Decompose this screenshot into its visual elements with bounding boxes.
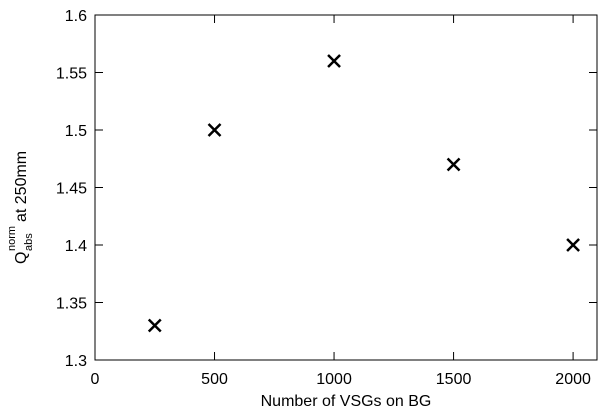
plot-frame — [94, 14, 598, 361]
y-axis-label: Q abs norm at 250mm — [6, 151, 35, 264]
y-label-sup: norm — [6, 226, 18, 251]
y-tick-label: 1.5 — [65, 123, 87, 140]
point-marker — [147, 318, 162, 333]
y-label-main: Q — [13, 252, 30, 264]
point-marker — [207, 123, 222, 137]
point-marker — [566, 238, 580, 252]
point-marker — [327, 54, 341, 68]
x-axis-label: Number of VSGs on BG — [261, 393, 432, 410]
x-tick-label: 0 — [91, 371, 100, 388]
y-tick-label: 1.35 — [56, 296, 87, 313]
y-label-sub: abs — [23, 233, 35, 251]
y-tick-label: 1.55 — [56, 66, 87, 83]
y-label-rest: at 250mm — [13, 151, 30, 222]
point-marker — [446, 157, 461, 172]
y-tick-label: 1.3 — [65, 353, 87, 370]
y-tick-label: 1.6 — [65, 8, 87, 25]
x-tick-label: 1500 — [436, 371, 472, 388]
x-tick-label: 1000 — [316, 371, 352, 388]
x-tick-label: 2000 — [555, 371, 591, 388]
x-tick-label: 500 — [201, 371, 228, 388]
y-tick-label: 1.4 — [65, 238, 87, 255]
y-tick-label: 1.45 — [56, 181, 87, 198]
